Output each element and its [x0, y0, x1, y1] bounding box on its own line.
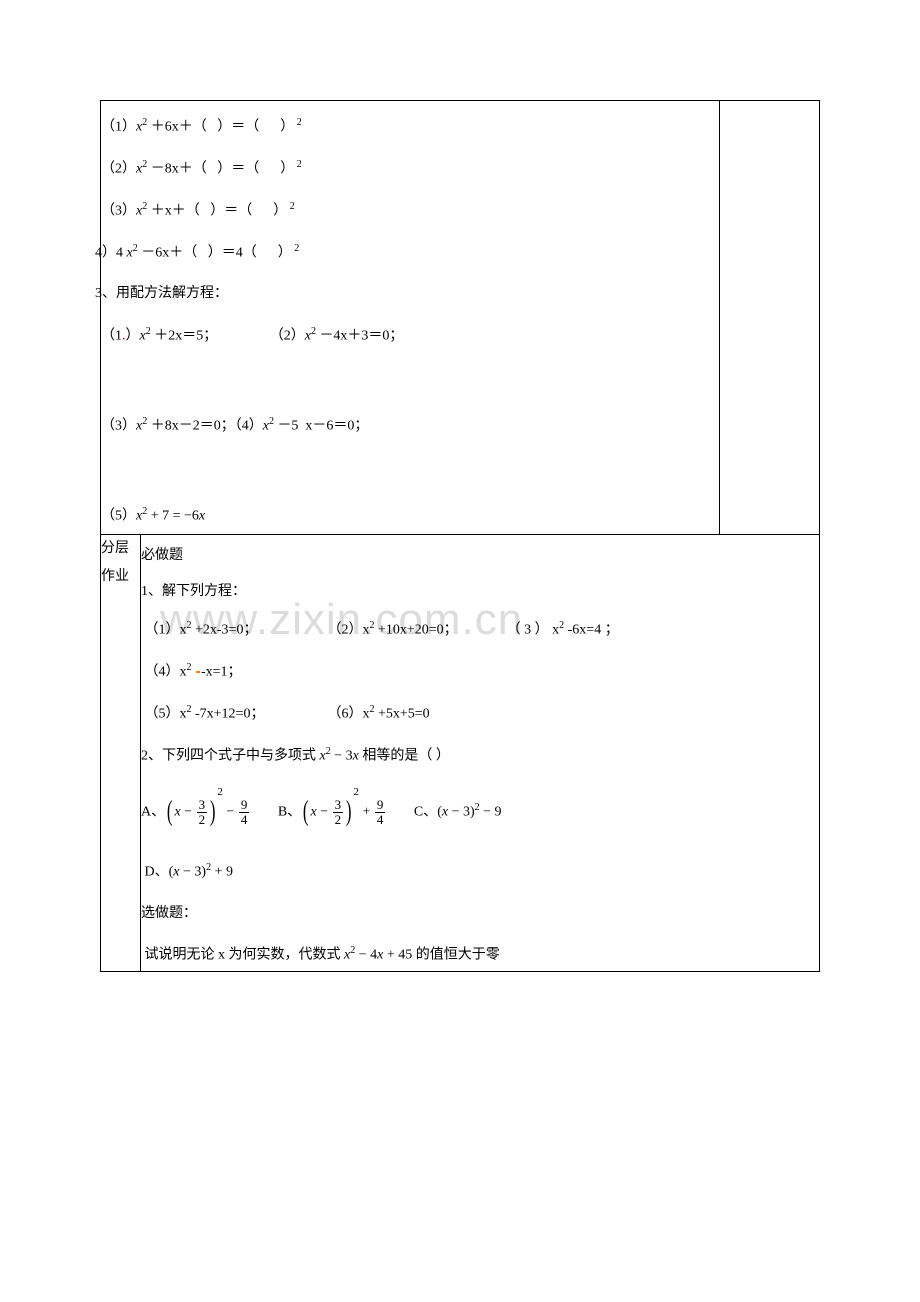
- optional-question: 试说明无论 x 为何实数，代数式 x2 − 4x + 45 的值恒大于零: [141, 943, 819, 967]
- q1-title: 1、解下列方程：: [141, 581, 819, 603]
- q2-options-row2: D、(x − 3)2 + 9: [141, 860, 819, 884]
- solve-row-3: （5）x2 + 7 = −6x: [101, 504, 719, 528]
- q2-options-row1: A、(x − 32)2 − 94 B、(x − 32)2 + 94 C、(x −…: [141, 790, 819, 835]
- worksheet-table: （1）x2 ＋6x＋（ ）＝（ ） 2 （2）x2 －8x＋（ ）＝（ ） 2 …: [100, 100, 820, 972]
- q1-row-3: （5）x2 -7x+12=0； （6）x2 +5x+5=0: [141, 702, 819, 726]
- spacer: [101, 366, 719, 400]
- solve-row-2: （3）x2 ＋8x－2＝0；（4）x2 －5 x－6＝0；: [101, 414, 719, 438]
- q2-prefix: 2、下列四个式子中与多项式: [141, 748, 320, 763]
- label-line-2: 作业: [101, 563, 140, 591]
- fill-blank-3: （3）x2 ＋x＋（ ）＝（ ） 2: [101, 199, 719, 223]
- empty-right-cell: [720, 101, 820, 535]
- solve-row-1: （1.）x2 ＋2x＝5； （2）x2 －4x＋3＝0；: [101, 324, 719, 348]
- q2-stem: 2、下列四个式子中与多项式 x2 − 3x 相等的是（ ）: [141, 744, 819, 768]
- optional-label: 选做题：: [141, 903, 819, 925]
- homework-content-cell: 必做题 1、解下列方程： （1）x2 +2x-3=0； （2）x2 +10x+2…: [141, 534, 820, 971]
- spacer: [101, 456, 719, 490]
- homework-label-cell: 分层 作业: [101, 534, 141, 971]
- section3-title: 3、用配方法解方程：: [95, 283, 719, 305]
- q2-suffix: 相等的是（ ）: [359, 748, 450, 763]
- label-line-1: 分层: [101, 535, 140, 563]
- fill-blank-1: （1）x2 ＋6x＋（ ）＝（ ） 2: [101, 115, 719, 139]
- fill-blank-2: （2）x2 －8x＋（ ）＝（ ） 2: [101, 157, 719, 181]
- q1-row-1: （1）x2 +2x-3=0； （2）x2 +10x+20=0； （ 3 ） x2…: [141, 618, 819, 642]
- optional-suffix: 的值恒大于零: [412, 948, 500, 963]
- required-label: 必做题: [141, 545, 819, 567]
- optional-prefix: 试说明无论 x 为何实数，代数式: [145, 948, 345, 963]
- fill-blank-4: 4）4 x2 －6x＋（ ）＝4（ ） 2: [95, 241, 719, 265]
- q1-row-2: （4）x2 -x=1；: [141, 660, 819, 684]
- exercises-cell: （1）x2 ＋6x＋（ ）＝（ ） 2 （2）x2 －8x＋（ ）＝（ ） 2 …: [101, 101, 720, 535]
